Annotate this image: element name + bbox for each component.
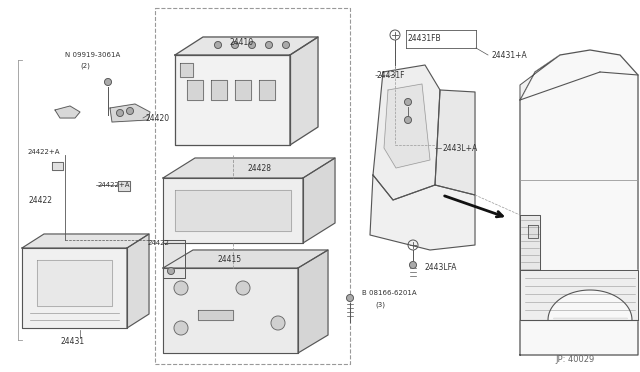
Polygon shape xyxy=(520,50,638,355)
Circle shape xyxy=(127,108,134,115)
Polygon shape xyxy=(435,90,475,195)
Text: 2443L+A: 2443L+A xyxy=(443,144,478,153)
Polygon shape xyxy=(163,268,298,353)
Polygon shape xyxy=(22,234,149,248)
Polygon shape xyxy=(163,250,328,268)
Text: 2443LFA: 2443LFA xyxy=(425,263,458,273)
Text: JP: 40029: JP: 40029 xyxy=(555,356,595,365)
Circle shape xyxy=(214,42,221,48)
Polygon shape xyxy=(163,178,303,243)
Text: 24428: 24428 xyxy=(248,164,272,173)
Text: 24410: 24410 xyxy=(230,38,254,46)
Circle shape xyxy=(410,262,417,269)
Bar xyxy=(155,8,350,364)
Circle shape xyxy=(236,281,250,295)
Polygon shape xyxy=(110,104,150,122)
Text: (2): (2) xyxy=(80,63,90,69)
Circle shape xyxy=(168,267,175,275)
Polygon shape xyxy=(211,80,227,100)
Circle shape xyxy=(248,42,255,48)
Circle shape xyxy=(282,42,289,48)
Polygon shape xyxy=(520,270,638,320)
Circle shape xyxy=(404,116,412,124)
Text: 24431F: 24431F xyxy=(377,71,406,80)
Text: 24431FB: 24431FB xyxy=(408,33,442,42)
Text: B 08166-6201A: B 08166-6201A xyxy=(362,290,417,296)
Polygon shape xyxy=(198,310,233,320)
Polygon shape xyxy=(22,248,127,328)
Text: 24422+A: 24422+A xyxy=(28,149,61,155)
Polygon shape xyxy=(187,80,203,100)
Polygon shape xyxy=(528,225,538,238)
Polygon shape xyxy=(163,240,185,278)
Polygon shape xyxy=(384,84,430,168)
Circle shape xyxy=(174,281,188,295)
Polygon shape xyxy=(55,106,80,118)
Text: 24431: 24431 xyxy=(60,337,84,346)
Polygon shape xyxy=(52,162,63,170)
Polygon shape xyxy=(373,65,440,200)
Text: 24420: 24420 xyxy=(145,113,169,122)
Polygon shape xyxy=(259,80,275,100)
Text: 24422: 24422 xyxy=(28,196,52,205)
Polygon shape xyxy=(163,158,335,178)
Polygon shape xyxy=(175,190,291,231)
Text: N 09919-3061A: N 09919-3061A xyxy=(65,52,120,58)
Polygon shape xyxy=(290,37,318,145)
Text: (3): (3) xyxy=(375,302,385,308)
Polygon shape xyxy=(37,260,112,306)
Circle shape xyxy=(271,316,285,330)
Polygon shape xyxy=(303,158,335,243)
Text: 24422: 24422 xyxy=(148,240,170,246)
Polygon shape xyxy=(127,234,149,328)
Circle shape xyxy=(404,99,412,106)
Polygon shape xyxy=(548,290,632,320)
Polygon shape xyxy=(520,215,540,270)
Circle shape xyxy=(116,109,124,116)
Polygon shape xyxy=(175,55,290,145)
Circle shape xyxy=(232,42,239,48)
Polygon shape xyxy=(118,181,130,191)
Polygon shape xyxy=(520,55,560,100)
Circle shape xyxy=(174,321,188,335)
Circle shape xyxy=(104,78,111,86)
Polygon shape xyxy=(298,250,328,353)
Text: 24415: 24415 xyxy=(218,256,242,264)
Polygon shape xyxy=(235,80,251,100)
Text: 24422+A: 24422+A xyxy=(98,182,131,188)
Polygon shape xyxy=(175,37,318,55)
Polygon shape xyxy=(180,63,193,77)
Circle shape xyxy=(266,42,273,48)
Polygon shape xyxy=(370,175,475,250)
Circle shape xyxy=(346,295,353,301)
Text: 24431+A: 24431+A xyxy=(492,51,528,60)
